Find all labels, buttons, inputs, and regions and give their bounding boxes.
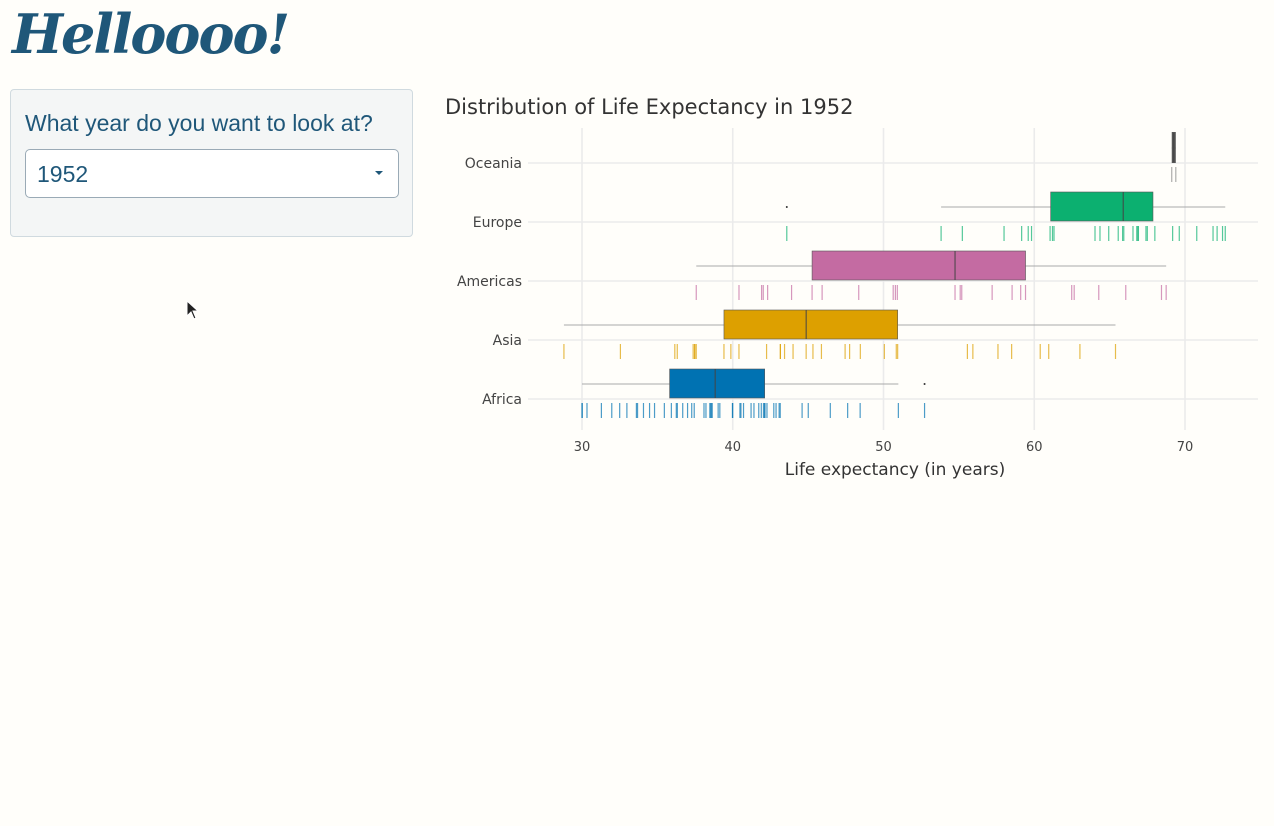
x-tick-label: 60 bbox=[1026, 440, 1043, 455]
y-tick-label: Africa bbox=[482, 392, 522, 408]
box-asia bbox=[723, 309, 898, 340]
y-tick-label: Europe bbox=[473, 215, 522, 231]
chevron-down-icon bbox=[375, 171, 383, 175]
chart-title: Distribution of Life Expectancy in 1952 bbox=[445, 95, 853, 119]
y-tick-label: Oceania bbox=[465, 156, 522, 172]
year-select-label: What year do you want to look at? bbox=[25, 110, 373, 136]
box-europe bbox=[1050, 191, 1154, 222]
y-tick-label: Americas bbox=[457, 274, 522, 290]
year-select[interactable]: 1952 bbox=[25, 149, 399, 198]
x-tick-label: 40 bbox=[724, 440, 741, 455]
outlier-point bbox=[923, 383, 926, 385]
mouse-cursor-icon bbox=[186, 300, 200, 320]
outlier-point bbox=[785, 206, 788, 208]
app-title: Helloooo! bbox=[12, 2, 290, 66]
x-tick-label: 50 bbox=[875, 440, 892, 455]
x-tick-label: 30 bbox=[574, 440, 591, 455]
year-select-value: 1952 bbox=[37, 161, 89, 187]
box-africa bbox=[669, 368, 765, 399]
life-expectancy-boxplot: Distribution of Life Expectancy in 1952 … bbox=[445, 95, 1258, 480]
x-tick-label: 70 bbox=[1177, 440, 1194, 455]
y-tick-label: Asia bbox=[493, 333, 522, 349]
x-axis-label: Life expectancy (in years) bbox=[785, 460, 1005, 480]
box-americas bbox=[811, 250, 1026, 281]
sidebar-panel: What year do you want to look at? 1952 bbox=[10, 89, 413, 237]
